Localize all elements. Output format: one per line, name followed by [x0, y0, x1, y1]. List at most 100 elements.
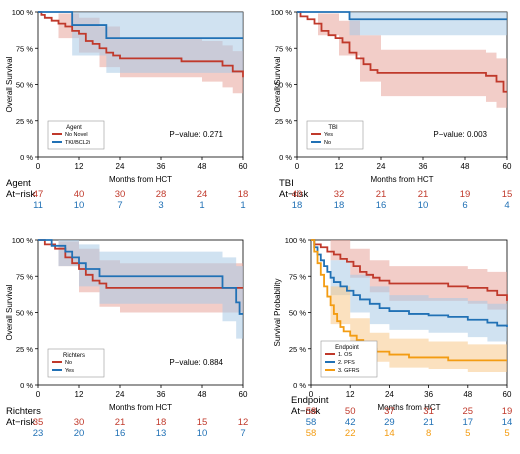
- y-tick-label: 25 %: [16, 117, 33, 126]
- x-tick-label: 60: [239, 162, 248, 171]
- risk-table-row-label: At−risk: [279, 189, 309, 200]
- ci-band-blue: [38, 12, 243, 73]
- risk-count: 15: [197, 417, 208, 428]
- y-tick-label: 0 %: [20, 153, 33, 162]
- km-line-red: [311, 239, 508, 301]
- y-tick-label: 0 %: [279, 153, 292, 162]
- risk-count: 22: [345, 428, 356, 439]
- risk-count: 12: [238, 417, 249, 428]
- risk-count: 32: [334, 189, 345, 200]
- p-value-label: P−value: 0.884: [169, 358, 223, 367]
- risk-count: 35: [33, 417, 44, 428]
- x-axis-label: Months from HCT: [377, 403, 440, 412]
- risk-count: 50: [345, 406, 356, 417]
- risk-count: 8: [426, 428, 431, 439]
- y-tick-label: 75 %: [289, 272, 306, 281]
- risk-count: 19: [502, 406, 513, 417]
- panel-agent: 0 % 25 % 50 % 75 % 100 % 0 12 24 36 48 60 Overall S…: [5, 8, 248, 211]
- y-tick-label: 50 %: [275, 81, 292, 90]
- y-tick-label: 100 %: [12, 8, 34, 17]
- km-line-blue: [38, 239, 243, 315]
- risk-count: 3: [158, 200, 163, 211]
- x-tick-label: 24: [377, 162, 386, 171]
- risk-count: 7: [117, 200, 122, 211]
- risk-table-header: Endpoint: [291, 395, 329, 406]
- legend-entry: 2. PFS: [338, 360, 355, 366]
- legend-title: Agent: [66, 125, 82, 131]
- km-line-blue: [311, 239, 508, 327]
- risk-count: 20: [74, 428, 85, 439]
- legend-entry: No: [324, 140, 331, 146]
- legend-entry: No: [65, 360, 72, 366]
- risk-count: 5: [465, 428, 470, 439]
- risk-count: 40: [74, 189, 85, 200]
- risk-table-header: Agent: [6, 178, 31, 189]
- y-tick-label: 75 %: [275, 44, 292, 53]
- risk-count: 7: [240, 428, 245, 439]
- risk-count: 1: [240, 200, 245, 211]
- risk-count: 15: [502, 189, 513, 200]
- risk-count: 21: [376, 189, 387, 200]
- y-tick-label: 0 %: [20, 381, 33, 390]
- legend-entry: TKI/BCL2i: [65, 140, 90, 146]
- risk-count: 14: [384, 428, 395, 439]
- x-axis-label: Months from HCT: [109, 403, 172, 412]
- panel-endpoint: 0 % 25 % 50 % 75 % 100 % 0 12 24 36 48 60 Survival …: [273, 236, 512, 439]
- risk-count: 24: [197, 189, 208, 200]
- risk-count: 37: [384, 406, 395, 417]
- x-tick-label: 36: [424, 390, 433, 399]
- legend-entry: Yes: [65, 368, 74, 374]
- x-tick-label: 60: [503, 390, 512, 399]
- legend-entry: 3. GFRS: [338, 368, 360, 374]
- risk-count: 16: [115, 428, 126, 439]
- legend-title: Richters: [63, 353, 85, 359]
- x-tick-label: 24: [116, 162, 125, 171]
- y-tick-label: 75 %: [16, 272, 33, 281]
- km-line-blue: [297, 11, 507, 21]
- x-tick-label: 48: [198, 390, 207, 399]
- legend-title: TBI: [328, 125, 338, 131]
- y-axis-label: Survival Probability: [273, 278, 282, 346]
- x-tick-label: 48: [463, 390, 472, 399]
- y-axis-label: Overall Survival: [5, 56, 14, 112]
- risk-table-row-label: At−risk: [6, 189, 36, 200]
- risk-count: 10: [197, 428, 208, 439]
- x-tick-label: 36: [157, 162, 166, 171]
- x-axis-label: Months from HCT: [109, 175, 172, 184]
- x-tick-label: 0: [295, 162, 300, 171]
- risk-count: 30: [74, 417, 85, 428]
- risk-count: 17: [463, 417, 474, 428]
- risk-count: 29: [384, 417, 395, 428]
- x-tick-label: 60: [239, 390, 248, 399]
- y-tick-label: 25 %: [289, 345, 306, 354]
- risk-table-header: TBI: [279, 178, 294, 189]
- y-tick-label: 100 %: [271, 8, 293, 17]
- risk-count: 42: [345, 417, 356, 428]
- legend-entry: No Novel: [65, 132, 88, 138]
- risk-count: 18: [292, 200, 303, 211]
- km-line-blue: [38, 11, 243, 39]
- km-line-red: [297, 11, 507, 93]
- x-tick-label: 0: [36, 162, 41, 171]
- risk-count: 31: [423, 406, 434, 417]
- risk-count: 19: [460, 189, 471, 200]
- risk-count: 30: [115, 189, 126, 200]
- risk-table-row-label: At−risk: [291, 406, 321, 417]
- risk-table-row-label: At−risk: [6, 417, 36, 428]
- risk-count: 16: [376, 200, 387, 211]
- p-value-label: P−value: 0.003: [433, 130, 487, 139]
- y-tick-label: 50 %: [16, 81, 33, 90]
- y-tick-label: 100 %: [12, 236, 34, 245]
- y-tick-label: 50 %: [289, 309, 306, 318]
- risk-count: 47: [33, 189, 44, 200]
- legend-entry: 1. OS: [338, 352, 352, 358]
- risk-count: 11: [33, 200, 43, 211]
- x-tick-label: 12: [75, 390, 84, 399]
- risk-count: 21: [418, 189, 429, 200]
- x-tick-label: 24: [116, 390, 125, 399]
- risk-table-header: Richters: [6, 406, 41, 417]
- x-tick-label: 24: [385, 390, 394, 399]
- x-tick-label: 36: [419, 162, 428, 171]
- y-axis-label: Overall Survival: [273, 56, 282, 112]
